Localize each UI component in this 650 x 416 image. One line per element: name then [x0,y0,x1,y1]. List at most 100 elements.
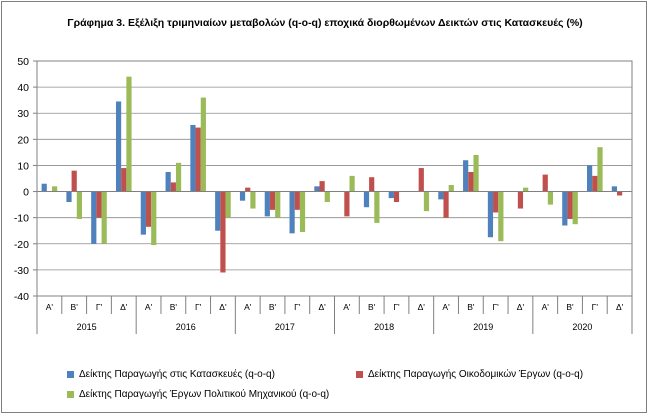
legend-label-series-2: Δείκτης Παραγωγής Οικοδομικών Έργων (q-o… [368,369,584,380]
bar-series-3 [126,76,132,192]
y-tick-label: -20 [14,239,29,251]
y-tick-label: 40 [17,82,29,94]
legend-swatch-red [356,371,363,378]
legend-swatch-green [67,391,74,398]
bar-series-1 [190,124,196,192]
bar-series-2 [493,191,499,213]
quarter-tick-label: Δ' [616,302,624,312]
quarter-tick-label: Δ' [120,302,128,312]
bar-series-2 [71,170,77,192]
bar-series-1 [165,171,171,192]
year-label: 2015 [77,322,97,332]
bar-series-3 [423,191,430,212]
bar-series-3 [225,191,231,218]
bar-series-2 [319,181,325,192]
bar-series-1 [562,191,568,226]
bar-series-1 [289,191,295,234]
quarter-tick-label: Β' [467,302,475,312]
bar-series-2 [145,191,152,227]
bar-series-2 [369,177,375,192]
bar-series-3 [151,191,157,246]
bar-series-2 [418,168,424,192]
quarter-tick-label: Γ' [294,302,301,312]
legend-item-series-1: Δείκτης Παραγωγής στις Κατασκευές (q-o-q… [67,369,275,380]
quarter-tick-label: Γ' [492,302,499,312]
y-tick-label: -30 [14,265,29,277]
quarter-tick-label: Β' [71,302,79,312]
bar-series-2 [443,191,449,218]
year-label: 2020 [572,322,592,332]
bar-series-2 [294,191,300,210]
quarter-tick-label: Δ' [517,302,525,312]
legend-label-series-1: Δείκτης Παραγωγής στις Κατασκευές (q-o-q… [79,369,275,380]
bar-series-2 [121,168,127,192]
bar-series-3 [299,191,306,233]
bar-series-3 [76,191,82,219]
bar-series-2 [245,187,251,192]
bar-series-2 [269,191,276,210]
bar-series-1 [91,191,97,244]
quarter-tick-label: Β' [170,302,178,312]
bar-series-1 [215,191,221,231]
y-tick-label: 10 [17,160,29,172]
bar-series-1 [66,191,72,202]
bar-series-3 [473,155,479,192]
bar-series-1 [388,191,394,199]
legend-swatch-blue [67,371,74,378]
bar-series-3 [200,97,206,192]
bar-series-3 [324,191,330,202]
quarter-tick-label: Α' [343,302,351,312]
bar-series-3 [523,187,529,192]
y-tick-label: -40 [14,291,29,303]
bar-series-3 [175,162,182,192]
quarter-tick-label: Δ' [418,302,426,312]
bar-series-1 [438,191,444,200]
bar-series-1 [611,186,618,192]
quarter-tick-label: Α' [145,302,153,312]
bar-series-3 [547,191,554,205]
quarter-tick-label: Β' [566,302,574,312]
bar-series-2 [220,191,226,273]
y-tick-label: 30 [17,108,29,120]
bar-series-3 [498,191,504,242]
quarter-tick-label: Γ' [592,302,599,312]
quarter-tick-label: Γ' [195,302,202,312]
quarter-tick-label: Β' [368,302,376,312]
bar-series-2 [195,127,201,192]
year-label: 2019 [473,322,493,332]
quarter-tick-label: Γ' [393,302,400,312]
bar-series-2 [393,191,400,202]
bar-series-1 [487,191,494,238]
bar-series-3 [374,191,380,223]
legend-item-series-2: Δείκτης Παραγωγής Οικοδομικών Έργων (q-o… [356,369,583,380]
y-tick-label: -10 [14,213,29,225]
quarter-tick-label: Α' [244,302,252,312]
bar-series-3 [597,147,603,192]
quarter-tick-label: Α' [442,302,450,312]
quarter-tick-label: Β' [269,302,277,312]
bar-series-3 [572,191,578,225]
bar-series-1 [41,183,47,192]
bar-series-2 [592,175,598,192]
quarter-tick-label: Α' [542,302,550,312]
y-tick-label: 50 [17,56,29,68]
bar-series-1 [140,191,146,235]
quarter-tick-label: Δ' [219,302,227,312]
quarter-tick-label: Α' [46,302,54,312]
bar-series-1 [264,191,270,217]
quarter-tick-label: Δ' [318,302,326,312]
bar-series-1 [463,160,469,192]
legend-item-series-3: Δείκτης Παραγωγής Έργων Πολιτικού Μηχανι… [67,389,329,400]
y-tick-label: 0 [23,187,29,199]
bar-series-2 [542,174,548,192]
bar-series-3 [250,191,256,209]
bar-series-2 [96,191,102,218]
plot-area [36,60,633,297]
bar-series-3 [51,186,58,192]
bar-series-2 [567,191,573,219]
bar-series-2 [344,191,350,217]
bar-series-3 [448,185,454,192]
bar-series-2 [617,191,623,196]
bar-series-2 [468,171,474,192]
